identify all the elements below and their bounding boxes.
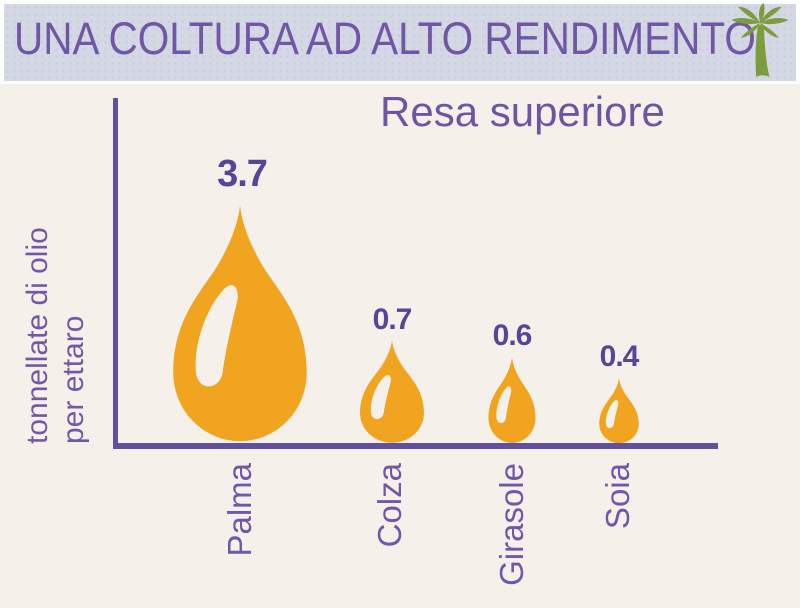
value-label-palma: 3.7 bbox=[217, 153, 268, 195]
y-axis-label-line2: per ettaro bbox=[57, 315, 90, 444]
header-panel bbox=[4, 4, 796, 81]
oil-drop-icon-palma bbox=[173, 204, 307, 442]
category-label-palma: Palma bbox=[221, 463, 258, 557]
oil-drop-icon-girasole bbox=[488, 357, 536, 443]
category-label-girasole: Girasole bbox=[493, 463, 530, 586]
page-title: UNA COLTURA AD ALTO RENDIMENTO bbox=[14, 13, 756, 64]
y-axis-label-line1: tonnellate di olio bbox=[21, 227, 54, 444]
x-axis-line bbox=[113, 443, 718, 449]
header: UNA COLTURA AD ALTO RENDIMENTO bbox=[0, 0, 800, 84]
palm-tree-icon bbox=[731, 2, 789, 78]
oil-drop-icon-soia bbox=[599, 377, 639, 444]
category-label-colza: Colza bbox=[371, 463, 408, 548]
category-label-soia: Soia bbox=[599, 463, 636, 530]
value-label-girasole: 0.6 bbox=[492, 319, 533, 352]
y-axis-line bbox=[113, 98, 118, 449]
oil-drop-icon-colza bbox=[360, 340, 424, 443]
value-label-colza: 0.7 bbox=[372, 303, 413, 336]
value-label-soia: 0.4 bbox=[599, 340, 640, 373]
chart-subtitle: Resa superiore bbox=[380, 88, 665, 135]
